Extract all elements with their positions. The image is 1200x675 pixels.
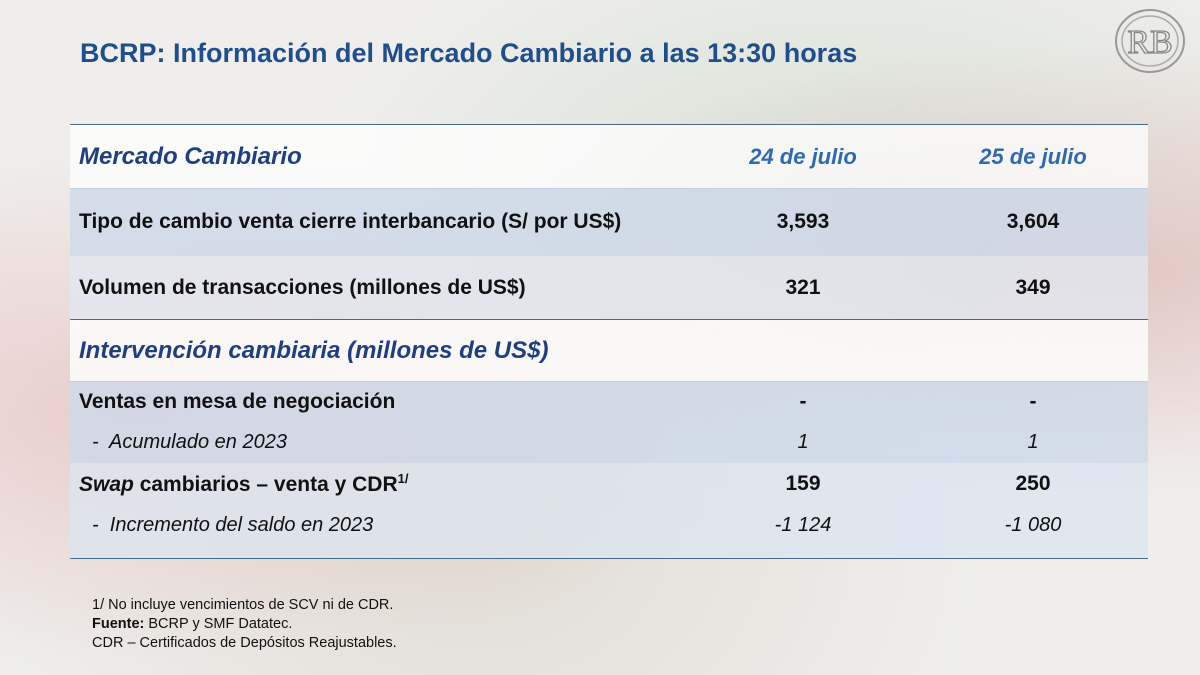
row-value-24: 321 bbox=[785, 275, 821, 299]
row-value-25: 1 bbox=[1027, 431, 1039, 453]
table-row: Ventas en mesa de negociación - - bbox=[70, 381, 1148, 422]
table-header: Mercado Cambiario 24 de julio 25 de juli… bbox=[70, 125, 1148, 189]
row-group-swap: Swap cambiarios – venta y CDR1/ 159 250 … bbox=[70, 463, 1148, 558]
header-col-24-julio: 24 de julio bbox=[749, 143, 857, 169]
header-col-25-julio: 25 de julio bbox=[979, 143, 1087, 169]
row-value-24: 1 bbox=[797, 431, 809, 453]
row-label: Volumen de transacciones (millones de US… bbox=[79, 275, 526, 299]
row-value-25: 250 bbox=[1015, 472, 1051, 495]
footnotes: 1/ No incluye vencimientos de SCV ni de … bbox=[92, 596, 397, 653]
table-row: - Acumulado en 2023 1 1 bbox=[70, 422, 1148, 463]
row-value-25: 349 bbox=[1015, 275, 1051, 299]
row-value-24: 159 bbox=[785, 472, 821, 495]
source-label: Fuente: bbox=[92, 616, 145, 632]
row-value-25: 3,604 bbox=[1006, 210, 1060, 233]
swap-label-rest: cambiarios – venta y CDR bbox=[133, 473, 398, 496]
exchange-market-table: Mercado Cambiario 24 de julio 25 de juli… bbox=[70, 124, 1148, 559]
row-value-24: 3,593 bbox=[776, 210, 830, 233]
row-label: Ventas en mesa de negociación bbox=[79, 389, 396, 413]
header-label: Mercado Cambiario bbox=[79, 142, 302, 170]
table-row: Tipo de cambio venta cierre interbancari… bbox=[70, 188, 1148, 256]
row-value-25: - bbox=[1029, 389, 1037, 413]
cdr-definition: CDR – Certificados de Depósitos Reajusta… bbox=[92, 635, 397, 651]
row-value-24: - bbox=[799, 389, 807, 413]
source-text: BCRP y SMF Datatec. bbox=[144, 616, 293, 632]
swap-label: Swap bbox=[79, 473, 134, 496]
footnote-ref: 1/ bbox=[397, 471, 409, 486]
bcrp-logo-icon: RB bbox=[1115, 9, 1185, 73]
table-row: Volumen de transacciones (millones de US… bbox=[70, 256, 1148, 320]
table-row: - Incremento del saldo en 2023 -1 124 -1… bbox=[70, 505, 1148, 545]
row-label: Tipo de cambio venta cierre interbancari… bbox=[79, 210, 622, 233]
row-group-ventas: Ventas en mesa de negociación - - - Acum… bbox=[70, 381, 1148, 463]
section-header: Intervención cambiaria (millones de US$) bbox=[70, 320, 1148, 382]
page-title: BCRP: Información del Mercado Cambiario … bbox=[80, 38, 858, 68]
row-label: - Incremento del saldo en 2023 bbox=[92, 513, 374, 536]
svg-text:RB: RB bbox=[1127, 24, 1172, 61]
row-value-24: -1 124 bbox=[774, 513, 832, 536]
table-row: Swap cambiarios – venta y CDR1/ 159 250 bbox=[70, 463, 1148, 505]
row-value-25: -1 080 bbox=[1004, 513, 1062, 536]
row-label: Swap cambiarios – venta y CDR1/ bbox=[79, 471, 408, 497]
section-label: Intervención cambiaria (millones de US$) bbox=[79, 336, 549, 364]
source-note: Fuente: BCRP y SMF Datatec. bbox=[92, 615, 397, 634]
footnote-1: 1/ No incluye vencimientos de SCV ni de … bbox=[92, 597, 394, 613]
row-label: - Acumulado en 2023 bbox=[92, 431, 287, 453]
